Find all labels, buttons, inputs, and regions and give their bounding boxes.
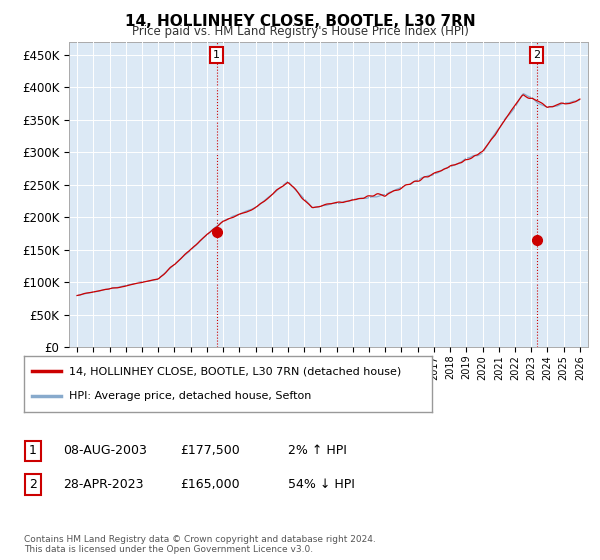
- Text: 1: 1: [29, 444, 37, 458]
- Text: HPI: Average price, detached house, Sefton: HPI: Average price, detached house, Seft…: [69, 391, 311, 401]
- Text: Price paid vs. HM Land Registry's House Price Index (HPI): Price paid vs. HM Land Registry's House …: [131, 25, 469, 38]
- Text: 2: 2: [533, 50, 540, 60]
- Text: 54% ↓ HPI: 54% ↓ HPI: [288, 478, 355, 491]
- Text: 14, HOLLINHEY CLOSE, BOOTLE, L30 7RN: 14, HOLLINHEY CLOSE, BOOTLE, L30 7RN: [125, 14, 475, 29]
- Text: Contains HM Land Registry data © Crown copyright and database right 2024.
This d: Contains HM Land Registry data © Crown c…: [24, 535, 376, 554]
- Text: 2: 2: [29, 478, 37, 491]
- Text: 28-APR-2023: 28-APR-2023: [63, 478, 143, 491]
- Text: 08-AUG-2003: 08-AUG-2003: [63, 444, 147, 458]
- Text: £177,500: £177,500: [180, 444, 240, 458]
- Text: £165,000: £165,000: [180, 478, 239, 491]
- Text: 2% ↑ HPI: 2% ↑ HPI: [288, 444, 347, 458]
- Text: 1: 1: [213, 50, 220, 60]
- Text: 14, HOLLINHEY CLOSE, BOOTLE, L30 7RN (detached house): 14, HOLLINHEY CLOSE, BOOTLE, L30 7RN (de…: [69, 366, 401, 376]
